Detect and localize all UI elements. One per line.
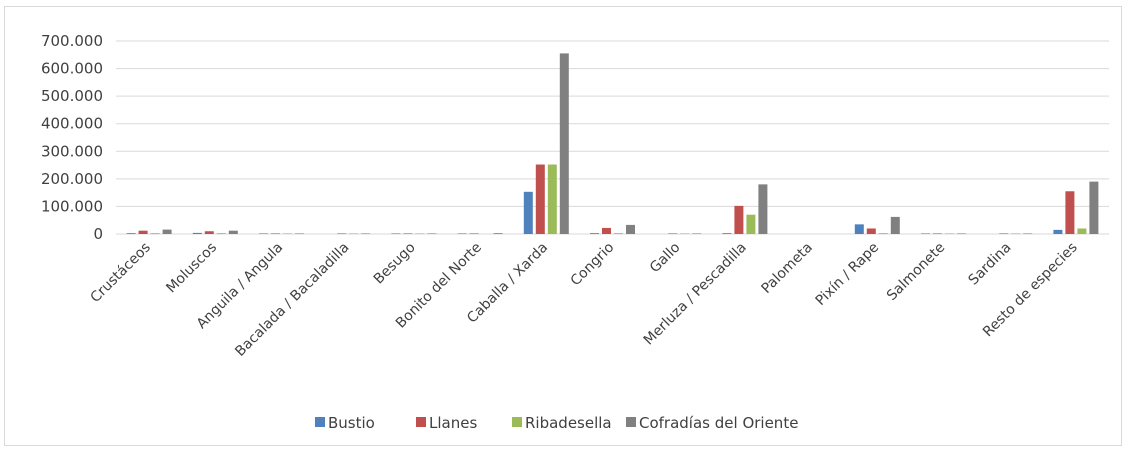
y-tick-label: 500.000: [41, 87, 103, 105]
x-tick-label: Pixín / Rape: [813, 240, 882, 309]
bar-bustio-1: [192, 232, 202, 234]
bar-cofrad-as-del-oriente-1: [228, 230, 238, 234]
bar-bustio-0: [126, 233, 136, 234]
bar-ribadesella-12: [945, 233, 954, 234]
bar-ribadesella-2: [283, 233, 292, 234]
x-tick-label: Sardina: [966, 240, 1015, 289]
x-tick-label: Crustáceos: [88, 240, 154, 306]
bar-ribadesella-1: [216, 233, 226, 234]
bar-ribadesella-0: [150, 233, 160, 234]
bar-llanes-3: [337, 233, 347, 234]
y-tick-label: 200.000: [41, 170, 103, 188]
legend-label: Llanes: [429, 414, 477, 432]
chart-frame: 0 100.000 200.000 300.000 400.000 500.000 600.…: [4, 6, 1122, 446]
legend-swatch: [512, 417, 522, 427]
bar-cofrad-as-del-oriente-14: [1089, 181, 1099, 234]
y-tick-label: 300.000: [41, 142, 103, 160]
bar-ribadesella-14: [1077, 228, 1087, 234]
bar-ribadesella-4: [415, 233, 425, 234]
bar-llanes-13: [999, 233, 1009, 234]
bar-llanes-14: [1065, 191, 1075, 234]
bar-bustio-4: [391, 233, 401, 234]
legend: Bustio Llanes Ribadesella Cofradías del Ori…: [315, 414, 798, 432]
bar-llanes-5: [469, 233, 479, 234]
bar-bustio-6: [523, 191, 533, 234]
bar-bustio-9: [722, 233, 732, 234]
bar-ribadesella-9: [746, 214, 756, 234]
bar-bustio-12: [921, 233, 930, 234]
legend-swatch: [416, 417, 426, 427]
bar-llanes-6: [535, 164, 545, 234]
bar-cofrad-as-del-oriente-3: [361, 233, 371, 234]
x-tick-label: Congrio: [568, 240, 618, 290]
bar-chart: 0 100.000 200.000 300.000 400.000 500.000 600.…: [41, 32, 1109, 432]
bar-cofrad-as-del-oriente-0: [162, 229, 172, 234]
bar-cofrad-as-del-oriente-4: [427, 233, 437, 234]
bar-bustio-2: [259, 233, 268, 234]
legend-swatch: [626, 417, 636, 427]
y-tick-label: 100.000: [41, 197, 103, 215]
bars: [126, 53, 1099, 235]
bar-cofrad-as-del-oriente-5: [493, 233, 503, 234]
bar-ribadesella-13: [1011, 233, 1021, 234]
bar-cofrad-as-del-oriente-12: [957, 233, 966, 234]
bar-ribadesella-11: [878, 233, 888, 234]
bar-cofrad-as-del-oriente-13: [1023, 233, 1033, 234]
bar-bustio-14: [1053, 229, 1063, 234]
bar-cofrad-as-del-oriente-11: [890, 216, 900, 234]
x-tick-label: Moluscos: [163, 240, 220, 297]
x-tick-label: Palometa: [759, 240, 816, 297]
bar-bustio-11: [854, 224, 864, 234]
bar-llanes-4: [403, 233, 413, 234]
bar-llanes-0: [138, 230, 148, 234]
x-tick-label: Salmonete: [884, 240, 948, 304]
bar-cofrad-as-del-oriente-8: [692, 233, 702, 234]
bar-cofrad-as-del-oriente-9: [758, 184, 768, 234]
legend-label: Ribadesella: [525, 414, 612, 432]
x-tick-label: Besugo: [371, 240, 419, 288]
bar-bustio-7: [590, 233, 599, 234]
bar-ribadesella-8: [680, 233, 690, 234]
bar-bustio-5: [457, 233, 467, 234]
bar-llanes-1: [204, 231, 214, 234]
bar-llanes-11: [866, 228, 876, 234]
bar-cofrad-as-del-oriente-6: [559, 53, 569, 235]
y-tick-label: 0: [93, 225, 103, 243]
bar-ribadesella-3: [349, 233, 359, 234]
gridlines: [116, 40, 1109, 235]
bar-cofrad-as-del-oriente-2: [295, 233, 304, 234]
y-tick-label: 600.000: [41, 60, 103, 78]
bar-llanes-12: [933, 233, 942, 234]
x-tick-label: Bacalada / Bacaladilla: [232, 240, 352, 360]
bar-llanes-9: [734, 205, 744, 234]
x-tick-label: Gallo: [647, 240, 684, 277]
bar-llanes-2: [271, 233, 280, 234]
y-axis-tick-labels: 0 100.000 200.000 300.000 400.000 500.000 600.…: [41, 32, 103, 243]
legend-label: Bustio: [328, 414, 375, 432]
bar-ribadesella-6: [547, 164, 557, 234]
legend-label: Cofradías del Oriente: [639, 414, 798, 432]
bar-llanes-7: [602, 227, 611, 234]
bar-ribadesella-7: [614, 233, 623, 234]
legend-swatch: [315, 417, 325, 427]
y-tick-label: 400.000: [41, 115, 103, 133]
y-tick-label: 700.000: [41, 32, 103, 50]
bar-cofrad-as-del-oriente-7: [626, 224, 635, 234]
bar-llanes-8: [668, 233, 678, 234]
